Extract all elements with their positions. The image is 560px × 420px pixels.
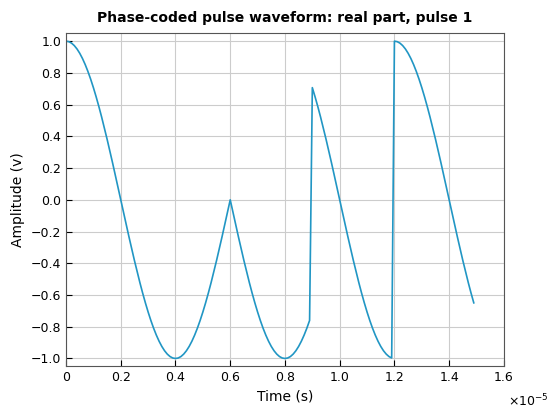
X-axis label: Time (s): Time (s) [257,390,313,404]
Text: $\times10^{-5}$: $\times10^{-5}$ [508,393,549,410]
Title: Phase-coded pulse waveform: real part, pulse 1: Phase-coded pulse waveform: real part, p… [97,11,473,25]
Y-axis label: Amplitude (v): Amplitude (v) [11,152,25,247]
